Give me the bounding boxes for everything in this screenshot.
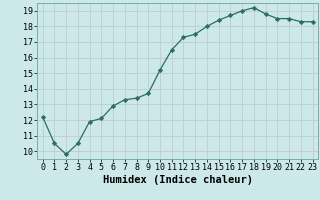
X-axis label: Humidex (Indice chaleur): Humidex (Indice chaleur) [103, 175, 252, 185]
